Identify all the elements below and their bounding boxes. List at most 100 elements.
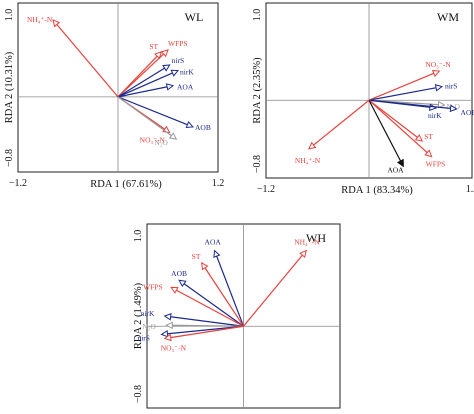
vector-shaft	[368, 99, 452, 110]
vector-arrowhead	[185, 120, 195, 129]
x-tick-label: 1.2	[212, 178, 225, 189]
vector-label: N₂O	[154, 138, 168, 147]
vector-wfps: WFPS	[117, 39, 188, 98]
vector-aoa: AOA	[117, 83, 194, 98]
vector-shaft	[117, 67, 166, 98]
vector-arrowhead	[396, 158, 404, 168]
vector-arrowhead	[163, 333, 172, 342]
vector-arrowhead	[424, 149, 433, 158]
vector-nh-n: NH₄⁺-N	[27, 15, 119, 98]
vector-arrowhead	[163, 313, 172, 321]
y-tick-label: 1.0	[133, 230, 144, 243]
vector-arrowhead	[160, 49, 169, 58]
vector-label: AOB	[171, 269, 187, 278]
vector-arrowhead	[162, 64, 171, 72]
vector-shaft	[368, 99, 429, 154]
vector-shaft	[117, 72, 174, 98]
y-tick-label: 1.0	[4, 9, 15, 22]
vector-arrowhead	[414, 134, 424, 142]
vector-label: AOB	[195, 123, 211, 132]
vector-label: ST	[424, 132, 433, 141]
vector-arrowhead	[201, 261, 209, 271]
vector-arrowhead	[170, 69, 180, 77]
vector-shaft	[182, 282, 244, 327]
x-tick-label: 1.2	[466, 184, 474, 195]
vector-aoa: AOA	[205, 238, 245, 327]
vector-label: NH₄⁺-N	[27, 15, 53, 24]
vector-arrowhead	[437, 100, 446, 109]
vector-label: WFPS	[168, 39, 188, 48]
rda-panel-wm: −1.2 1.2 1.0 −0.8 RDA 1 (83.34%) RDA 2 (2.35%…	[252, 2, 474, 196]
vector-no-n: NO₃⁻-N	[161, 325, 244, 352]
vector-shaft	[169, 316, 244, 327]
vector-nirs: nirS	[368, 82, 457, 101]
vector-label: AOB	[461, 108, 474, 117]
vector-st: ST	[192, 252, 245, 327]
vector-shaft	[117, 96, 173, 137]
vector-label: WFPS	[143, 282, 163, 291]
vector-st: ST	[368, 99, 433, 142]
vector-n-o: N₂O	[142, 321, 244, 331]
vector-aob: AOB	[368, 99, 474, 117]
vector-arrowhead	[434, 84, 444, 92]
vector-arrowhead	[299, 249, 307, 259]
y-axis-label: RDA 2 (2.35%)	[252, 57, 263, 124]
vector-shaft	[203, 266, 245, 327]
vector-shaft	[368, 72, 435, 101]
vector-shaft	[55, 23, 119, 98]
vector-label: NO₃⁻-N	[425, 60, 451, 69]
vector-shaft	[368, 99, 402, 163]
vector-shaft	[368, 99, 419, 139]
panel-label: WH	[306, 231, 326, 245]
vector-shaft	[169, 325, 244, 339]
vector-shaft	[171, 324, 244, 327]
vector-nirk: nirK	[141, 309, 244, 327]
vector-label: nirK	[141, 309, 155, 318]
vector-n-o: N₂O	[117, 96, 178, 147]
vector-label: ST	[192, 252, 201, 261]
vector-label: N₂O	[142, 322, 156, 331]
vector-nirs: nirS	[117, 56, 184, 98]
vector-label: NO₃⁻-N	[161, 343, 187, 352]
vector-shaft	[368, 86, 438, 101]
vector-aob: AOB	[117, 96, 211, 132]
vector-aoa: AOA	[368, 99, 404, 174]
vector-arrowhead	[449, 104, 458, 113]
vector-label: ST	[149, 42, 158, 51]
rda-panel-wl: −1.2 1.2 1.0 −0.8 RDA 1 (67.61%) RDA 2 (10.31…	[4, 2, 225, 190]
vector-nh-n: NH₄⁺-N	[295, 99, 370, 165]
vector-shaft	[117, 96, 189, 126]
vector-arrowhead	[431, 70, 441, 78]
vector-label: NH₄⁺-N	[295, 156, 321, 165]
y-tick-label: −0.8	[133, 385, 144, 403]
vector-label: AOA	[387, 165, 404, 174]
vector-nirs: nirS	[137, 325, 244, 342]
y-tick-label: 1.0	[252, 9, 263, 22]
vector-nirk: nirK	[117, 68, 194, 98]
vector-label: NO₃⁻-N	[140, 136, 166, 145]
vector-label: WFPS	[426, 160, 446, 169]
vector-arrowhead	[213, 249, 221, 259]
panel-label: WL	[185, 10, 204, 24]
vector-no-n: NO₃⁻-N	[368, 60, 451, 101]
vector-st: ST	[117, 42, 163, 98]
vector-label: NH₄⁺-N	[294, 238, 320, 247]
vector-arrowhead	[165, 83, 175, 91]
vector-label: AOA	[177, 83, 194, 92]
vector-arrowhead	[52, 19, 61, 28]
y-axis-label: RDA 2 (10.31%)	[4, 51, 15, 123]
y-tick-label: −0.8	[4, 149, 15, 167]
vector-shaft	[117, 52, 165, 98]
y-axis-label: RDA 2 (1.49%)	[133, 282, 144, 349]
vector-arrowhead	[168, 132, 178, 140]
vector-arrowhead	[178, 279, 187, 288]
x-tick-label: −1.2	[257, 184, 275, 195]
vector-nh-n: NH₄⁺-N	[243, 238, 320, 327]
vector-arrowhead	[160, 329, 169, 338]
vector-wfps: WFPS	[143, 282, 244, 327]
panel-label: WM	[437, 10, 459, 24]
x-axis-label: RDA 1 (67.61%)	[90, 179, 162, 190]
vector-label: nirK	[180, 68, 194, 77]
vector-label: AOA	[205, 238, 222, 247]
